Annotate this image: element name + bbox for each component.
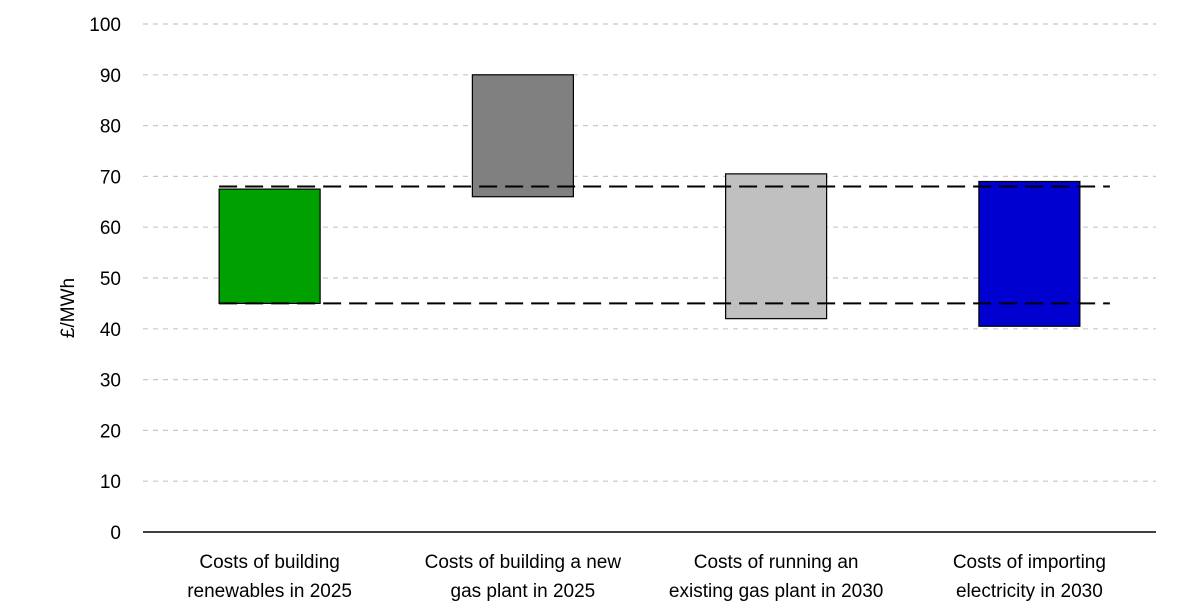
category-label: existing gas plant in 2030 xyxy=(669,581,883,602)
category-label: Costs of importing xyxy=(953,552,1106,573)
y-tick-label: 50 xyxy=(100,269,121,290)
category-label: Costs of building xyxy=(199,552,339,573)
y-tick-label: 80 xyxy=(100,117,121,138)
category-label: renewables in 2025 xyxy=(187,581,352,602)
y-tick-label: 60 xyxy=(100,218,121,239)
category-label: Costs of running an xyxy=(694,552,859,573)
y-axis-title: £/MWh xyxy=(58,278,79,338)
category-label: Costs of building a new xyxy=(425,552,622,573)
y-tick-label: 70 xyxy=(100,167,121,188)
range-bar xyxy=(978,180,1081,327)
range-bar xyxy=(218,188,321,305)
range-bar xyxy=(725,173,828,320)
category-labels: Costs of building renewables in 2025 Costs… xyxy=(187,552,1106,602)
y-axis-tick-labels: 0 10 20 30 40 50 60 70 80 90 100 xyxy=(89,15,121,544)
y-tick-label: 90 xyxy=(100,66,121,87)
reference-lines xyxy=(219,185,1110,305)
y-tick-label: 10 xyxy=(100,472,121,493)
range-bar xyxy=(471,74,574,198)
y-tick-label: 0 xyxy=(110,523,121,544)
range-bars xyxy=(218,74,1081,327)
y-tick-label: 30 xyxy=(100,371,121,392)
category-label: gas plant in 2025 xyxy=(451,581,596,602)
y-tick-label: 40 xyxy=(100,320,121,341)
category-label: electricity in 2030 xyxy=(956,581,1103,602)
y-tick-label: 20 xyxy=(100,421,121,442)
y-tick-label: 100 xyxy=(89,15,121,36)
